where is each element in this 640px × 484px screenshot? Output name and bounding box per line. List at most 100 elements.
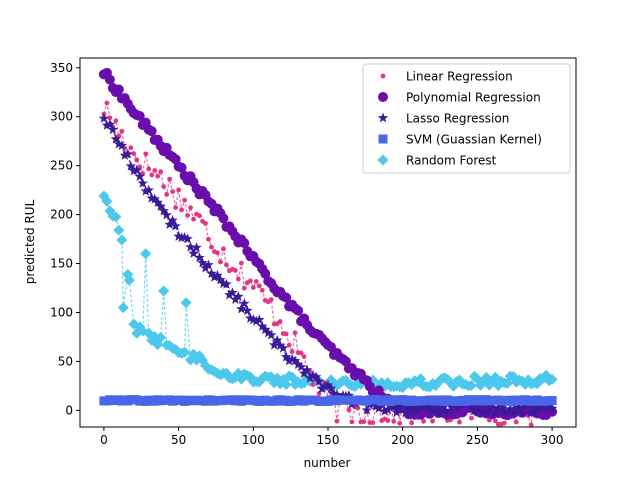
data-point-linear-regression bbox=[113, 118, 119, 124]
data-point-lasso-regression bbox=[200, 262, 211, 273]
legend-marker-polynomial-regression bbox=[378, 92, 388, 102]
data-point-lasso-regression bbox=[173, 230, 184, 241]
legend-label-polynomial-regression: Polynomial Regression bbox=[406, 91, 541, 105]
data-point-lasso-regression bbox=[394, 402, 405, 413]
y-tick-label: 150 bbox=[50, 257, 73, 271]
data-point-lasso-regression bbox=[313, 376, 325, 386]
data-point-linear-regression bbox=[235, 276, 241, 282]
data-point-lasso-regression bbox=[101, 119, 113, 130]
data-point-lasso-regression bbox=[325, 382, 337, 393]
data-point-lasso-regression bbox=[212, 270, 223, 280]
legend-label-random-forest: Random Forest bbox=[406, 154, 497, 168]
data-point-random-forest bbox=[123, 274, 135, 286]
data-point-lasso-regression bbox=[295, 361, 307, 372]
data-point-lasso-regression bbox=[134, 171, 145, 182]
data-point-lasso-regression bbox=[283, 355, 295, 366]
data-point-linear-regression bbox=[173, 205, 179, 210]
data-point-lasso-regression bbox=[505, 403, 516, 414]
data-point-lasso-regression bbox=[403, 402, 414, 413]
data-point-random-forest bbox=[116, 234, 128, 246]
data-point-lasso-regression bbox=[254, 314, 265, 325]
data-point-linear-regression bbox=[179, 207, 184, 213]
data-point-lasso-regression bbox=[152, 197, 163, 207]
data-point-lasso-regression bbox=[319, 380, 331, 391]
data-point-lasso-regression bbox=[215, 274, 226, 285]
data-point-linear-regression bbox=[346, 407, 352, 413]
x-tick-label: 200 bbox=[391, 433, 414, 447]
data-point-random-forest bbox=[179, 346, 191, 358]
data-point-lasso-regression bbox=[236, 303, 247, 314]
y-tick-label: 300 bbox=[50, 110, 73, 124]
data-point-lasso-regression bbox=[251, 315, 262, 326]
data-point-lasso-regression bbox=[430, 403, 441, 413]
data-point-random-forest bbox=[117, 302, 129, 314]
data-point-polynomial-regression bbox=[113, 84, 124, 95]
x-axis-label: number bbox=[304, 456, 351, 470]
data-point-linear-regression bbox=[283, 331, 289, 337]
data-point-linear-regression bbox=[349, 419, 355, 425]
data-point-lasso-regression bbox=[125, 160, 137, 171]
x-tick-label: 0 bbox=[100, 433, 108, 447]
y-tick-label: 200 bbox=[50, 208, 73, 222]
data-point-lasso-regression bbox=[478, 407, 489, 418]
plot-area bbox=[98, 67, 558, 428]
data-point-lasso-regression bbox=[119, 149, 131, 160]
x-tick-label: 50 bbox=[171, 433, 186, 447]
data-point-lasso-regression bbox=[143, 184, 154, 195]
data-point-linear-regression bbox=[191, 216, 196, 222]
data-point-linear-regression bbox=[155, 173, 161, 179]
data-point-lasso-regression bbox=[466, 401, 477, 412]
data-point-random-forest bbox=[110, 211, 122, 223]
data-point-random-forest bbox=[280, 379, 292, 391]
data-point-lasso-regression bbox=[161, 209, 172, 220]
data-point-lasso-regression bbox=[242, 305, 253, 316]
data-point-lasso-regression bbox=[107, 124, 119, 135]
data-point-linear-regression bbox=[209, 244, 214, 250]
data-point-lasso-regression bbox=[409, 401, 420, 412]
data-point-linear-regression bbox=[170, 189, 176, 194]
data-point-lasso-regression bbox=[343, 390, 355, 400]
data-point-lasso-regression bbox=[140, 185, 151, 196]
data-point-lasso-regression bbox=[304, 372, 316, 383]
data-point-linear-regression bbox=[421, 418, 427, 424]
data-point-linear-regression bbox=[457, 419, 462, 425]
x-tick-label: 300 bbox=[541, 433, 564, 447]
data-point-random-forest bbox=[465, 380, 477, 392]
data-point-linear-regression bbox=[492, 418, 498, 424]
legend-marker-random-forest bbox=[377, 154, 389, 166]
data-point-linear-regression bbox=[250, 285, 256, 291]
y-tick-label: 350 bbox=[50, 61, 73, 75]
data-point-lasso-regression bbox=[263, 327, 274, 338]
data-point-lasso-regression bbox=[433, 407, 444, 418]
data-point-lasso-regression bbox=[206, 268, 217, 278]
data-point-linear-regression bbox=[164, 192, 170, 197]
data-point-lasso-regression bbox=[248, 314, 259, 325]
data-point-linear-regression bbox=[391, 418, 397, 424]
data-point-lasso-regression bbox=[277, 342, 289, 353]
data-point-linear-regression bbox=[355, 405, 361, 411]
data-point-polynomial-regression bbox=[218, 213, 229, 224]
data-point-lasso-regression bbox=[230, 294, 241, 304]
data-point-random-forest bbox=[113, 224, 125, 236]
data-point-linear-regression bbox=[128, 145, 134, 151]
data-point-lasso-regression bbox=[481, 406, 492, 417]
data-point-lasso-regression bbox=[388, 401, 399, 412]
data-point-linear-regression bbox=[501, 420, 507, 426]
y-tick-label: 0 bbox=[65, 403, 73, 417]
x-tick-label: 250 bbox=[466, 433, 489, 447]
data-point-lasso-regression bbox=[110, 133, 122, 144]
x-tick-label: 100 bbox=[242, 433, 265, 447]
data-point-lasso-regression bbox=[239, 298, 250, 309]
data-point-polynomial-regression bbox=[239, 238, 250, 249]
data-point-polynomial-regression bbox=[293, 305, 304, 316]
data-point-lasso-regression bbox=[307, 370, 319, 381]
data-point-linear-regression bbox=[385, 418, 391, 423]
data-point-linear-regression bbox=[232, 268, 238, 273]
data-point-random-forest bbox=[122, 269, 134, 281]
data-point-lasso-regression bbox=[191, 242, 202, 253]
data-point-linear-regression bbox=[182, 197, 187, 203]
data-point-linear-regression bbox=[334, 418, 340, 424]
legend-marker-linear-regression bbox=[380, 73, 386, 79]
data-point-lasso-regression bbox=[502, 407, 513, 418]
legend-marker-svm-guassian-kernel bbox=[378, 134, 388, 144]
